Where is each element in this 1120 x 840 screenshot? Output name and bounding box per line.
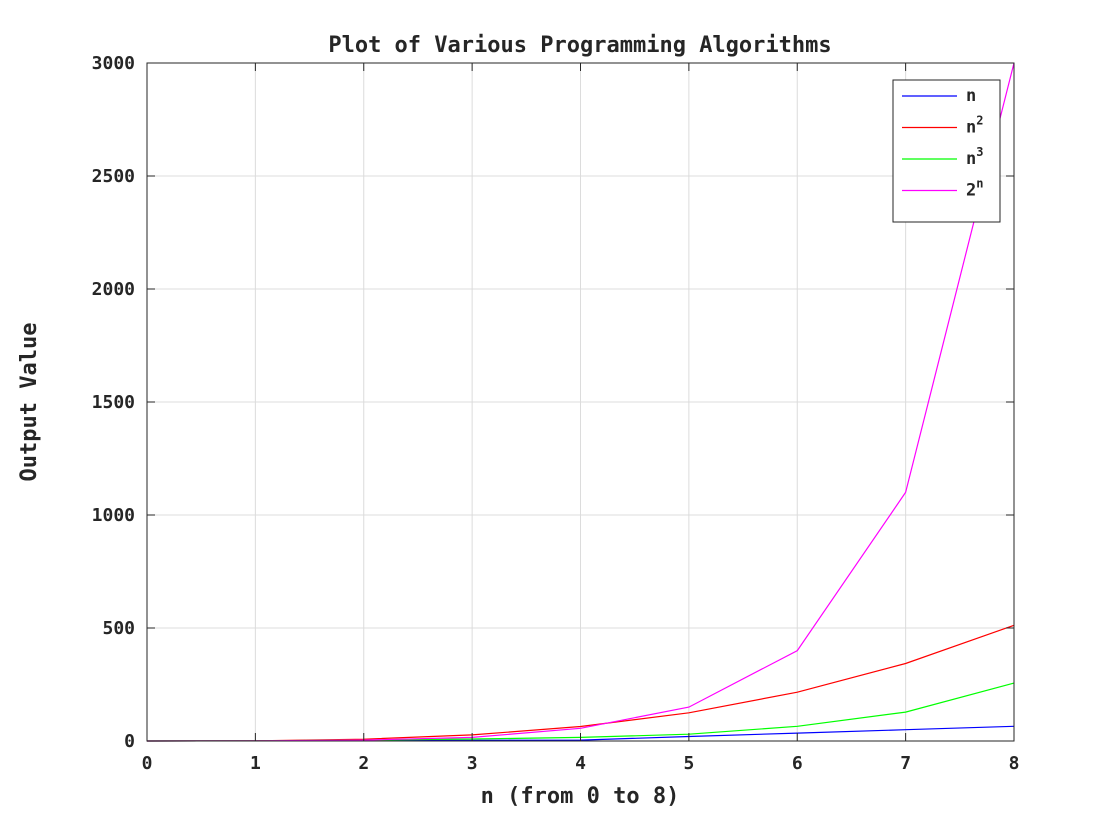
y-tick-label: 1500 bbox=[92, 392, 135, 413]
y-tick-label: 0 bbox=[124, 731, 135, 752]
y-tick-label: 3000 bbox=[92, 53, 135, 74]
legend-label-base: 2 bbox=[966, 181, 976, 201]
x-tick-label: 4 bbox=[575, 753, 586, 774]
y-tick-label: 2000 bbox=[92, 279, 135, 300]
legend-label-superscript: n bbox=[976, 177, 983, 191]
legend-label-2-pow-n: 2n bbox=[966, 177, 983, 201]
x-tick-label: 2 bbox=[358, 753, 369, 774]
legend-label-superscript: 2 bbox=[976, 114, 983, 128]
legend-label-n: n bbox=[966, 86, 976, 106]
legend-label-n-pow-2: n2 bbox=[966, 114, 983, 138]
grid-lines bbox=[146, 62, 1015, 742]
legend-label-n-pow-3: n3 bbox=[966, 145, 983, 169]
y-axis-label: Output Value bbox=[17, 323, 42, 482]
x-tick-label: 0 bbox=[142, 753, 153, 774]
chart-title: Plot of Various Programming Algorithms bbox=[328, 33, 831, 58]
y-tick-label: 500 bbox=[102, 618, 135, 639]
x-tick-label: 8 bbox=[1009, 753, 1020, 774]
x-tick-label: 6 bbox=[792, 753, 803, 774]
x-tick-label: 3 bbox=[467, 753, 478, 774]
axis-ticks: 0 1 2 3 4 5 6 7 8 0 500 1000 1500 2000 2500 3000 bbox=[92, 53, 1020, 774]
x-tick-label: 7 bbox=[900, 753, 911, 774]
legend-label-superscript: 3 bbox=[976, 145, 983, 159]
legend-label-base: n bbox=[966, 118, 976, 138]
x-axis-label: n (from 0 to 8) bbox=[481, 784, 680, 809]
x-tick-label: 5 bbox=[683, 753, 694, 774]
legend-box bbox=[892, 79, 1001, 223]
y-tick-label: 2500 bbox=[92, 166, 135, 187]
y-tick-label: 1000 bbox=[92, 505, 135, 526]
legend-label-base: n bbox=[966, 86, 976, 106]
legend-label-base: n bbox=[966, 149, 976, 169]
x-tick-label: 1 bbox=[250, 753, 261, 774]
